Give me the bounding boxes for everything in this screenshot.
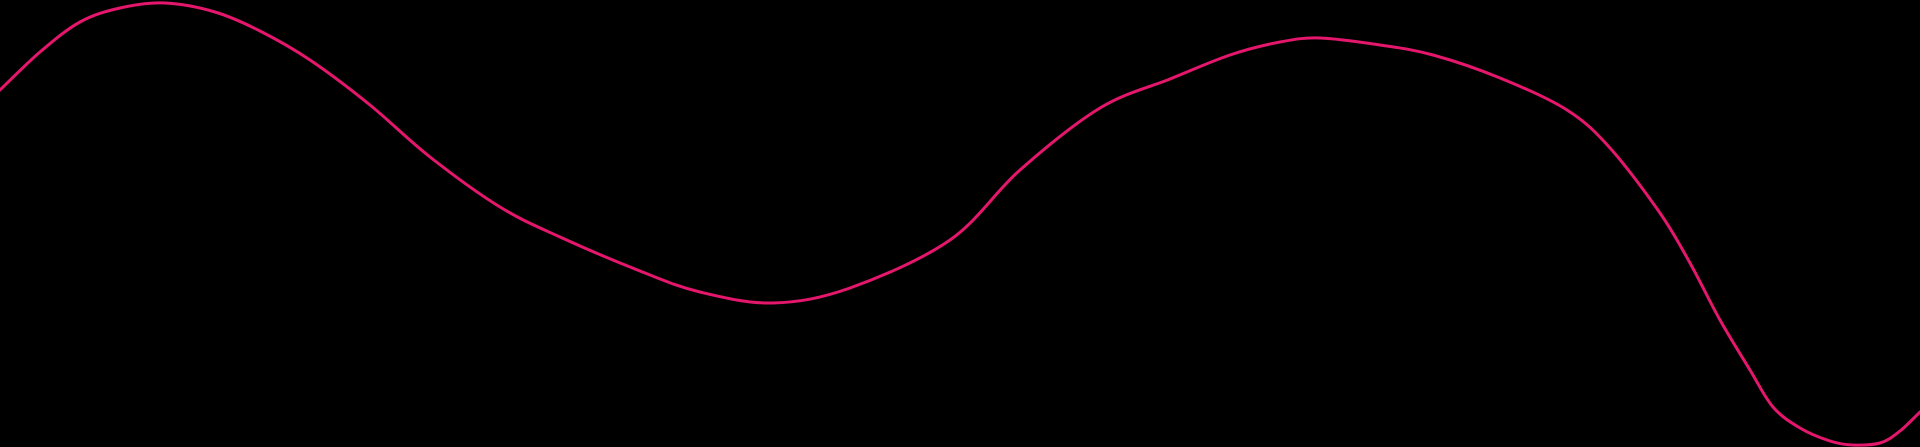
wave-curve-path (0, 1, 1920, 447)
wave-curve-graphic (0, 1, 1920, 447)
black-canvas-background (0, 0, 1920, 447)
